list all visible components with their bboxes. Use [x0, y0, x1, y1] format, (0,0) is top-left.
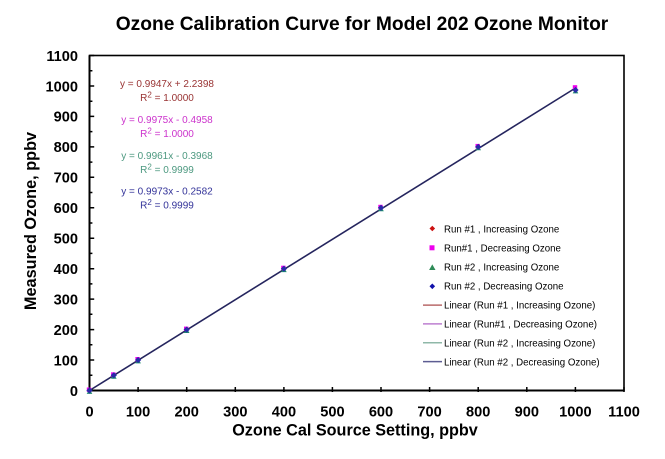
svg-text:1100: 1100	[608, 404, 640, 420]
svg-text:Linear (Run #2 , Increasing Oz: Linear (Run #2 , Increasing Ozone)	[444, 338, 595, 349]
svg-text:100: 100	[126, 404, 150, 420]
svg-text:800: 800	[54, 140, 78, 156]
svg-text:300: 300	[223, 404, 247, 420]
svg-text:Run #1 , Increasing Ozone: Run #1 , Increasing Ozone	[444, 224, 559, 235]
svg-text:R2 = 1.0000: R2 = 1.0000	[140, 91, 194, 104]
svg-text:100: 100	[54, 353, 78, 369]
svg-text:Run #2 , Decreasing Ozone: Run #2 , Decreasing Ozone	[444, 281, 564, 292]
svg-text:Linear (Run #2 , Decreasing Oz: Linear (Run #2 , Decreasing Ozone)	[444, 357, 600, 368]
svg-text:700: 700	[54, 171, 78, 187]
svg-text:Linear (Run #1 , Increasing Oz: Linear (Run #1 , Increasing Ozone)	[444, 300, 595, 311]
svg-text:Linear (Run#1 , Decreasing Ozo: Linear (Run#1 , Decreasing Ozone)	[444, 319, 597, 330]
svg-text:600: 600	[54, 201, 78, 217]
svg-text:400: 400	[54, 262, 78, 278]
svg-text:1000: 1000	[559, 404, 591, 420]
svg-text:400: 400	[272, 404, 296, 420]
svg-text:R2 = 0.9999: R2 = 0.9999	[140, 198, 194, 211]
svg-text:Ozone Cal Source Setting, ppbv: Ozone Cal Source Setting, ppbv	[232, 422, 478, 440]
svg-text:500: 500	[54, 232, 78, 248]
svg-text:Measured Ozone, ppbv: Measured Ozone, ppbv	[22, 132, 40, 310]
svg-text:y = 0.9975x - 0.4958: y = 0.9975x - 0.4958	[121, 115, 213, 126]
svg-text:600: 600	[369, 404, 393, 420]
svg-text:0: 0	[85, 404, 93, 420]
svg-text:900: 900	[54, 110, 78, 126]
svg-text:R2 = 0.9999: R2 = 0.9999	[140, 163, 194, 176]
svg-text:Ozone Calibration Curve for Mo: Ozone Calibration Curve for Model 202 Oz…	[116, 14, 609, 35]
svg-text:800: 800	[466, 404, 490, 420]
svg-text:y = 0.9961x - 0.3968: y = 0.9961x - 0.3968	[121, 151, 213, 162]
svg-text:300: 300	[54, 292, 78, 308]
svg-text:R2 = 1.0000: R2 = 1.0000	[140, 127, 194, 140]
svg-text:500: 500	[320, 404, 344, 420]
svg-text:700: 700	[417, 404, 441, 420]
svg-text:1000: 1000	[46, 79, 78, 95]
svg-text:Run#1 , Decreasing Ozone: Run#1 , Decreasing Ozone	[444, 243, 561, 254]
svg-text:200: 200	[54, 323, 78, 339]
svg-text:Run #2 , Increasing Ozone: Run #2 , Increasing Ozone	[444, 262, 559, 273]
svg-text:y = 0.9947x + 2.2398: y = 0.9947x + 2.2398	[120, 79, 214, 90]
svg-text:y = 0.9973x - 0.2582: y = 0.9973x - 0.2582	[121, 187, 213, 198]
svg-text:1100: 1100	[46, 49, 78, 65]
svg-text:200: 200	[175, 404, 199, 420]
svg-text:900: 900	[515, 404, 539, 420]
svg-text:0: 0	[70, 384, 78, 400]
